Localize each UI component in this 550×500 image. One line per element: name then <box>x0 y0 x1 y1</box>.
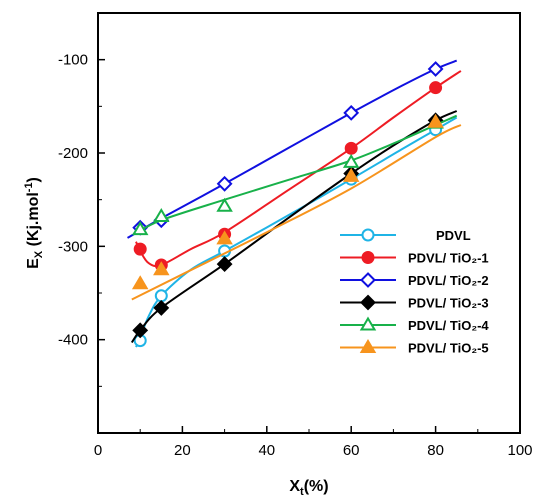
series-1 <box>133 116 458 348</box>
x-axis: 0 20 40 60 80 100 <box>94 426 533 459</box>
legend-label: PDVL/ TiO₂-3 <box>408 296 489 311</box>
x-tick-label: 60 <box>343 442 360 459</box>
y-tick-label: -200 <box>58 145 88 162</box>
legend-marker <box>360 272 376 288</box>
data-point <box>153 207 170 223</box>
series-layer <box>127 59 462 348</box>
data-point <box>427 61 444 77</box>
data-point <box>216 256 233 272</box>
x-tick-label: 80 <box>427 442 444 459</box>
legend-item: PDVL <box>340 228 471 243</box>
data-point <box>427 113 444 128</box>
legend-label: PDVL/ TiO₂-4 <box>408 318 489 333</box>
data-point <box>153 261 170 276</box>
series-5 <box>131 114 458 236</box>
y-tick-label: -400 <box>58 332 88 349</box>
x-tick-label: 0 <box>94 442 102 459</box>
series-line <box>135 70 462 268</box>
data-point <box>131 275 149 290</box>
y-axis: -100 -200 -300 -400 <box>58 12 105 434</box>
data-point <box>131 221 149 236</box>
legend-item: PDVL/ TiO₂-3 <box>340 294 489 311</box>
x-tick-label: 20 <box>174 442 191 459</box>
legend-marker <box>359 339 377 354</box>
legend-label: PDVL/ TiO₂-5 <box>408 341 489 356</box>
data-point <box>342 153 360 168</box>
legend-label: PDVL/ TiO₂-1 <box>408 251 489 266</box>
data-point <box>429 81 443 95</box>
legend-item: PDVL/ TiO₂-2 <box>340 272 489 288</box>
data-point <box>216 230 233 245</box>
data-point <box>342 167 360 182</box>
data-point <box>343 104 360 121</box>
data-point <box>344 141 358 155</box>
legend: PDVL PDVL/ TiO₂-1 PDVL/ TiO₂-2 PDVL/ TiO₂-3… <box>340 228 489 356</box>
series-line <box>131 124 462 301</box>
data-point <box>153 300 170 316</box>
y-tick-label: -100 <box>58 52 88 69</box>
series-line <box>135 116 458 348</box>
legend-item: PDVL/ TiO₂-4 <box>340 316 489 333</box>
series-line <box>130 110 458 344</box>
legend-label: PDVL/ TiO₂-2 <box>408 273 489 288</box>
data-point <box>132 322 149 339</box>
legend-item: PDVL/ TiO₂-1 <box>340 251 489 266</box>
data-point <box>133 242 147 256</box>
data-point <box>154 289 168 303</box>
series-line <box>127 59 458 239</box>
x-tick-label: 100 <box>507 442 532 459</box>
legend-item: PDVL/ TiO₂-5 <box>340 339 489 356</box>
data-point <box>216 197 233 212</box>
legend-marker <box>361 251 375 264</box>
data-point <box>216 175 233 192</box>
legend-label: PDVL <box>436 228 471 243</box>
x-tick-label: 40 <box>258 442 275 459</box>
y-axis-title: EX (Kj.mol-1) <box>23 177 45 269</box>
series-2 <box>133 70 462 272</box>
y-tick-label: -300 <box>58 238 88 255</box>
series-3 <box>127 59 458 239</box>
legend-marker <box>360 294 376 311</box>
series-6 <box>131 113 462 301</box>
legend-marker <box>359 316 377 331</box>
series-line <box>135 114 458 235</box>
x-axis-title: Xt(%) <box>289 478 328 498</box>
legend-marker <box>361 228 375 242</box>
